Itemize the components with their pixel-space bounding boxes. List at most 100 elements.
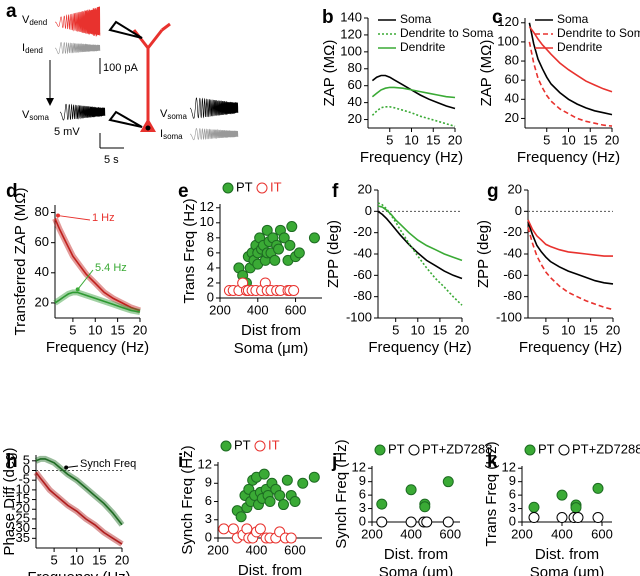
line — [377, 205, 463, 262]
y-tick-label: 60 — [348, 77, 362, 92]
line — [35, 458, 123, 526]
legend-marker — [374, 444, 386, 456]
y-tick-label: 80 — [348, 60, 362, 75]
y-tick-label: -5 — [18, 472, 30, 487]
line — [35, 471, 123, 545]
label-main: V — [22, 109, 30, 121]
panel-letter: c — [492, 7, 503, 28]
panel-letter: d — [6, 181, 18, 202]
x-axis-label: Frequency (Hz) — [519, 339, 622, 356]
point — [284, 239, 296, 251]
trace — [190, 127, 239, 141]
x-tick-label: 15 — [426, 132, 440, 147]
trace-label: Vsoma — [22, 109, 49, 122]
y-tick-label: -80 — [503, 288, 522, 303]
x-tick-label: 5 — [392, 322, 399, 337]
line — [527, 221, 614, 285]
arrowhead — [75, 287, 80, 292]
x-tick-label: 400 — [551, 526, 573, 541]
point — [273, 243, 285, 255]
x-tick-label: 15 — [433, 322, 447, 337]
point — [528, 501, 540, 513]
point — [288, 284, 300, 296]
trace — [54, 41, 101, 55]
y-tick-label: 20 — [358, 181, 372, 196]
trace-label: Vdend — [22, 14, 47, 27]
line — [528, 26, 613, 93]
x-tick-label: 200 — [209, 302, 231, 317]
arrowhead — [56, 213, 60, 218]
legend-label: Dendrite to Soma — [557, 26, 640, 40]
y-tick-label: 40 — [505, 91, 519, 106]
line — [371, 86, 456, 99]
x-tick-label: 200 — [361, 526, 383, 541]
electrode — [108, 20, 143, 39]
x-tick-label: 5 — [386, 132, 393, 147]
point — [278, 232, 290, 244]
annotation: 1 Hz — [92, 212, 115, 224]
y-axis-label: Trans Freq (Hz) — [181, 198, 198, 303]
legend-label: Dendrite — [400, 40, 446, 54]
legend-marker — [256, 182, 268, 194]
point — [264, 496, 276, 508]
y-tick-label: 6 — [205, 493, 212, 508]
y-tick-label: 20 — [348, 111, 362, 126]
x-tick-label: 10 — [561, 322, 575, 337]
label-main: V — [160, 108, 168, 120]
point — [227, 523, 239, 535]
x-tick-label: 400 — [247, 302, 269, 317]
y-tick-label: 0 — [205, 529, 212, 544]
x-tick-label: 200 — [511, 526, 533, 541]
legend-label: PT — [236, 179, 253, 194]
y-tick-label: -60 — [503, 267, 522, 282]
legend-marker — [220, 440, 232, 452]
point — [442, 476, 454, 488]
y-axis-label: Synch Freq (Hz) — [333, 439, 350, 548]
legend-label: Dendrite — [557, 40, 603, 54]
point — [274, 489, 286, 501]
point — [297, 477, 309, 489]
y-tick-label: 3 — [205, 511, 212, 526]
x-tick-label: 20 — [133, 322, 147, 337]
scale-label: 100 pA — [103, 62, 139, 74]
point — [308, 232, 320, 244]
x-tick-label: 20 — [115, 552, 129, 567]
legend-marker — [254, 440, 266, 452]
y-tick-label: 5 — [23, 452, 30, 467]
y-tick-label: 20 — [35, 294, 49, 309]
y-axis-label: ZAP (MΩ) — [478, 40, 495, 107]
y-tick-label: 120 — [497, 14, 519, 29]
y-axis-label: Trans Freq (Hz) — [483, 441, 500, 546]
y-tick-label: -60 — [353, 267, 372, 282]
point — [592, 512, 604, 524]
y-tick-label: 0 — [207, 289, 214, 304]
point — [442, 516, 454, 528]
y-tick-label: 9 — [359, 473, 366, 488]
schematic: a Vdend Idend 100 pA Vsoma 5 mV 5 s Vsom… — [6, 1, 239, 166]
y-tick-label: -10 — [11, 481, 30, 496]
panel-letter: g — [487, 181, 499, 202]
y-tick-label: 0 — [515, 203, 522, 218]
y-axis-label: Synch Freq (Hz) — [179, 445, 196, 554]
y-tick-label: 140 — [340, 9, 362, 24]
line — [528, 22, 613, 116]
x-tick-label: 10 — [70, 552, 84, 567]
x-tick-label: 10 — [404, 132, 418, 147]
y-tick-label: -20 — [11, 501, 30, 516]
point — [218, 523, 230, 535]
y-tick-label: 4 — [207, 259, 214, 274]
x-tick-label: 5 — [542, 322, 549, 337]
y-tick-label: 40 — [348, 94, 362, 109]
x-tick-label: 600 — [591, 526, 613, 541]
x-axis-label: Frequency (Hz) — [368, 339, 471, 356]
y-tick-label: 80 — [35, 204, 49, 219]
x-axis-label: Soma (μm) — [379, 564, 453, 576]
annotation: Synch Freq — [80, 458, 136, 470]
y-axis-label: Phase Diff (deg) — [1, 447, 18, 555]
y-tick-label: 60 — [505, 72, 519, 87]
line — [54, 218, 141, 312]
trace-label: Vsoma — [160, 108, 187, 121]
label-sub: dend — [25, 46, 43, 55]
x-tick-label: 5 — [543, 132, 550, 147]
